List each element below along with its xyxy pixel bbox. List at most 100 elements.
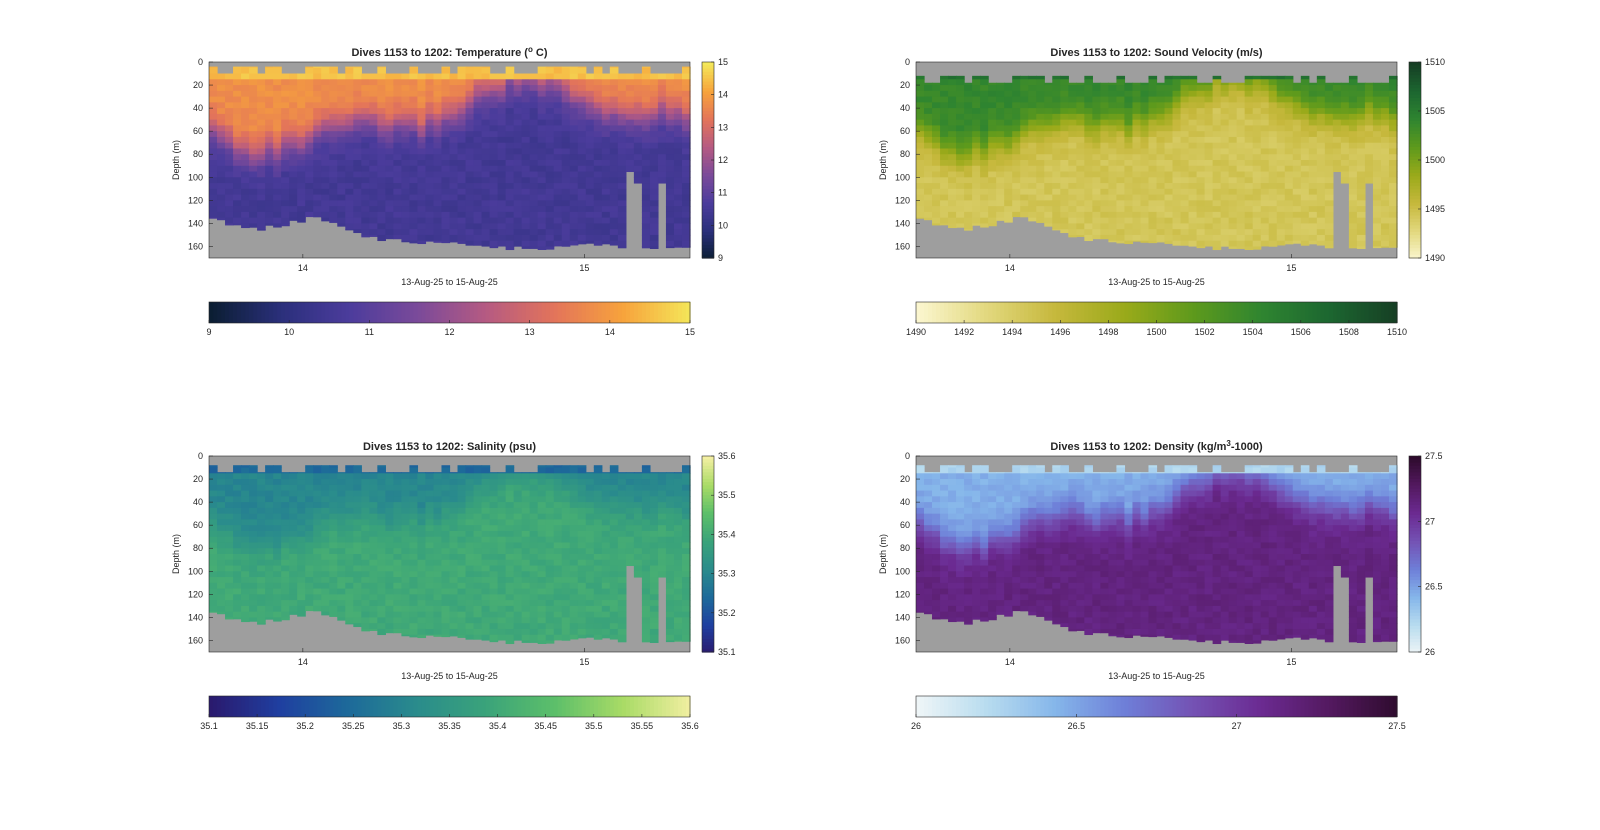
heatmap-cell — [409, 229, 419, 236]
colorbar-swatch — [702, 163, 714, 168]
hbar-swatch — [437, 302, 443, 323]
heatmap-cell — [425, 634, 435, 636]
heatmap-cell — [337, 211, 346, 219]
heatmap-cell — [1356, 200, 1366, 207]
heatmap-cell — [1036, 136, 1045, 144]
heatmap-cell — [1036, 206, 1045, 213]
heatmap-cell — [1020, 119, 1029, 126]
colorbar-swatch — [702, 137, 714, 141]
heatmap-cell — [409, 79, 419, 86]
heatmap-cell — [425, 96, 435, 103]
heatmap-cell — [385, 565, 394, 572]
heatmap-cell — [441, 206, 451, 213]
heatmap-cell — [1228, 142, 1238, 149]
heatmap-cell — [281, 605, 290, 613]
heatmap-cell — [1356, 183, 1366, 190]
heatmap-cell — [209, 113, 218, 121]
heatmap-cell — [1372, 240, 1382, 247]
colorbar-swatch — [1409, 254, 1421, 259]
heatmap-cell — [377, 473, 386, 480]
heatmap-cell — [673, 119, 683, 126]
heatmap-cell — [1116, 154, 1126, 161]
heatmap-cell — [233, 148, 242, 155]
heatmap-cell — [385, 577, 394, 584]
heatmap-cell — [297, 177, 306, 184]
heatmap-cell — [473, 154, 483, 161]
heatmap-cell — [513, 234, 523, 242]
hbar-tick-label: 12 — [444, 327, 454, 337]
heatmap-cell — [1228, 165, 1238, 173]
heatmap-cell — [417, 217, 427, 224]
heatmap-cell — [465, 588, 475, 595]
heatmap-cell — [577, 142, 587, 149]
heatmap-cell — [409, 142, 419, 149]
heatmap-cell — [265, 479, 274, 486]
heatmap-cell — [425, 479, 435, 486]
heatmap-cell — [209, 571, 218, 578]
heatmap-cell — [233, 554, 242, 561]
heatmap-cell — [281, 131, 290, 138]
heatmap-cell — [1236, 142, 1246, 149]
heatmap-cell — [553, 119, 563, 126]
heatmap-cell — [289, 136, 298, 144]
heatmap-cell — [377, 194, 386, 201]
heatmap-cell — [1308, 102, 1318, 109]
heatmap-cell — [417, 200, 427, 207]
heatmap-cell — [209, 102, 218, 109]
heatmap-cell — [617, 200, 627, 207]
heatmap-cell — [281, 108, 290, 115]
heatmap-cell — [1084, 90, 1093, 98]
heatmap-cell — [217, 554, 226, 561]
heatmap-cell — [353, 594, 362, 601]
heatmap-cell — [1380, 211, 1390, 219]
heatmap-cell — [273, 519, 282, 526]
hbar-swatch — [513, 302, 519, 323]
heatmap-cell — [345, 102, 354, 109]
heatmap-cell — [481, 229, 491, 236]
heatmap-cell — [401, 530, 411, 538]
heatmap-cell — [313, 136, 322, 144]
heatmap-cell — [393, 96, 402, 103]
heatmap-cell — [225, 217, 234, 224]
heatmap-cell — [249, 90, 258, 98]
heatmap-cell — [617, 113, 627, 121]
heatmap-cell — [553, 66, 563, 69]
heatmap-cell — [337, 496, 346, 503]
heatmap-cell — [1348, 136, 1358, 144]
heatmap-cell — [425, 234, 435, 242]
heatmap-cell — [441, 79, 451, 86]
heatmap-cell — [1316, 160, 1326, 167]
heatmap-cell — [1212, 79, 1222, 86]
heatmap-cell — [401, 628, 411, 636]
heatmap-cell — [257, 542, 266, 549]
heatmap-cell — [417, 502, 427, 509]
heatmap-cell — [465, 600, 475, 607]
heatmap-cell — [425, 623, 435, 630]
heatmap-cell — [233, 165, 242, 173]
heatmap-cell — [497, 165, 507, 173]
heatmap-cell — [497, 96, 507, 103]
heatmap-cell — [1380, 171, 1390, 178]
heatmap-cell — [1244, 75, 1254, 80]
heatmap-cell — [529, 183, 539, 190]
heatmap-cell — [489, 479, 499, 486]
heatmap-cell — [569, 90, 579, 98]
heatmap-cell — [289, 79, 298, 86]
heatmap-cell — [465, 160, 475, 167]
heatmap-cell — [1284, 200, 1294, 207]
heatmap-cell — [673, 200, 683, 207]
heatmap-cell — [313, 160, 322, 167]
heatmap-cell — [609, 102, 619, 109]
heatmap-cell — [281, 194, 290, 201]
heatmap-cell — [369, 623, 378, 630]
heatmap-cell — [345, 519, 354, 526]
heatmap-cell — [361, 131, 370, 138]
heatmap-cell — [417, 148, 427, 155]
heatmap-cell — [281, 513, 290, 520]
heatmap-cell — [329, 66, 338, 69]
heatmap-cell — [545, 119, 555, 126]
heatmap-cell — [489, 617, 499, 624]
heatmap-cell — [1148, 217, 1158, 224]
heatmap-cell — [940, 142, 949, 149]
heatmap-cell — [940, 154, 949, 161]
